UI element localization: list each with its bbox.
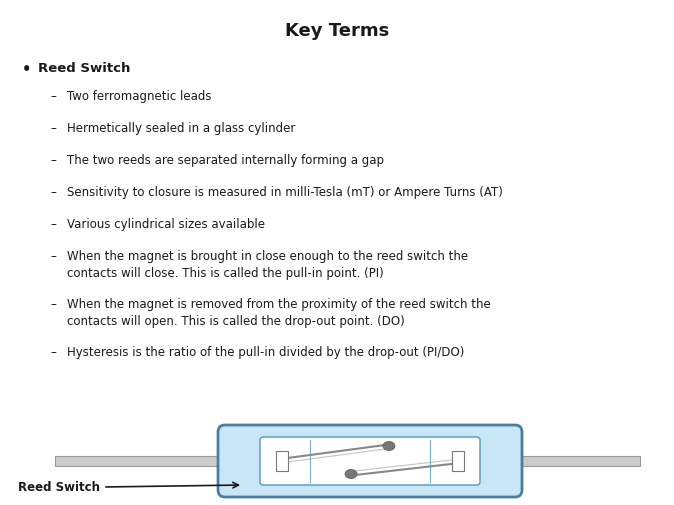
FancyBboxPatch shape (218, 425, 522, 497)
Text: –: – (50, 186, 56, 198)
Ellipse shape (345, 470, 357, 479)
Text: Two ferromagnetic leads: Two ferromagnetic leads (67, 90, 212, 103)
Text: •: • (22, 62, 32, 77)
Text: Hysteresis is the ratio of the pull-in divided by the drop-out (PI/DO): Hysteresis is the ratio of the pull-in d… (67, 345, 464, 358)
Text: Sensitivity to closure is measured in milli-Tesla (mT) or Ampere Turns (AT): Sensitivity to closure is measured in mi… (67, 186, 503, 198)
FancyBboxPatch shape (260, 437, 480, 485)
Ellipse shape (383, 442, 395, 450)
Bar (55, 456, 237, 466)
Text: Reed Switch: Reed Switch (38, 62, 130, 75)
Bar (276, 451, 288, 471)
Bar (503, 456, 640, 466)
Text: Reed Switch: Reed Switch (18, 481, 100, 493)
Text: –: – (50, 90, 56, 103)
Text: –: – (50, 249, 56, 263)
Text: When the magnet is brought in close enough to the reed switch the
contacts will : When the magnet is brought in close enou… (67, 249, 468, 279)
Text: –: – (50, 345, 56, 358)
Text: The two reeds are separated internally forming a gap: The two reeds are separated internally f… (67, 154, 384, 167)
Text: Key Terms: Key Terms (285, 22, 389, 40)
Text: –: – (50, 218, 56, 231)
Text: Hermetically sealed in a glass cylinder: Hermetically sealed in a glass cylinder (67, 122, 295, 135)
Bar (452, 451, 464, 471)
Text: –: – (50, 154, 56, 167)
Text: When the magnet is removed from the proximity of the reed switch the
contacts wi: When the magnet is removed from the prox… (67, 297, 491, 327)
Text: –: – (50, 297, 56, 311)
Text: –: – (50, 122, 56, 135)
Text: Various cylindrical sizes available: Various cylindrical sizes available (67, 218, 265, 231)
